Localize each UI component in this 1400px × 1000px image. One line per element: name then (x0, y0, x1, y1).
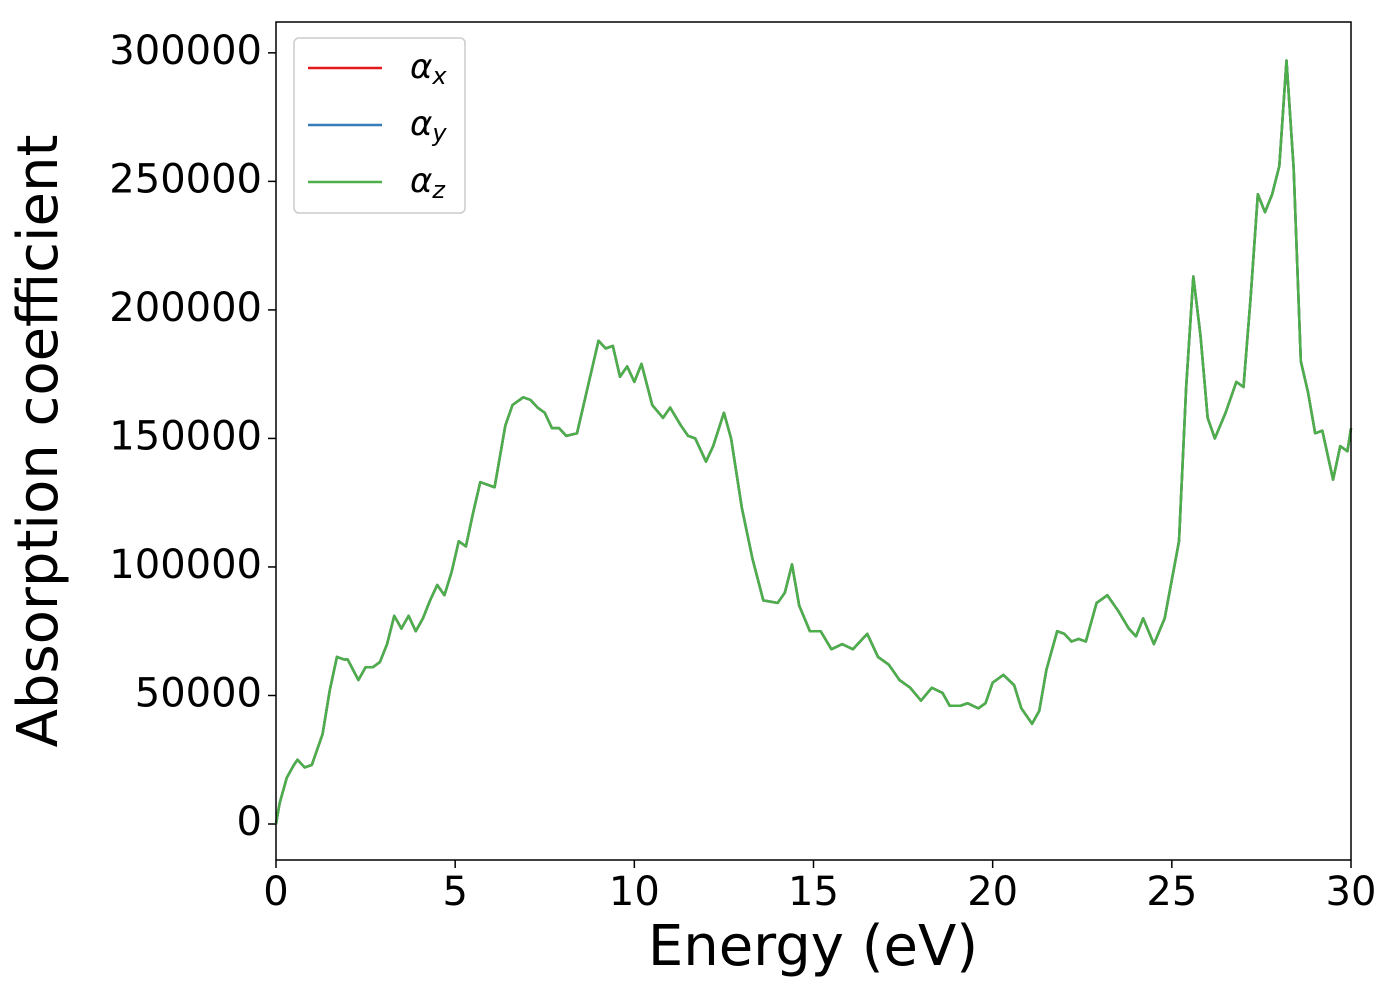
y-tick-label: 0 (237, 799, 262, 845)
legend-label: αz (410, 161, 446, 205)
x-axis-label: Energy (eV) (648, 914, 978, 979)
legend-label: αy (410, 104, 447, 148)
y-tick-label: 100000 (109, 542, 262, 588)
x-tick-label: 20 (967, 869, 1018, 915)
x-tick-label: 5 (442, 869, 467, 915)
legend-label: αx (410, 47, 447, 91)
x-tick-label: 25 (1146, 869, 1197, 915)
x-tick-label: 0 (263, 869, 288, 915)
y-axis-label: Absorption coefficient (6, 135, 71, 748)
data-line (274, 59, 1353, 825)
y-tick-label: 250000 (109, 156, 262, 202)
y-tick-label: 150000 (109, 413, 262, 459)
y-tick-label: 300000 (109, 28, 262, 74)
x-tick-label: 10 (609, 869, 660, 915)
plot-frame (275, 21, 1352, 861)
x-tick-label: 15 (788, 869, 839, 915)
y-tick-label: 50000 (135, 670, 262, 716)
y-tick-label: 200000 (109, 285, 262, 331)
x-tick-label: 30 (1326, 869, 1377, 915)
